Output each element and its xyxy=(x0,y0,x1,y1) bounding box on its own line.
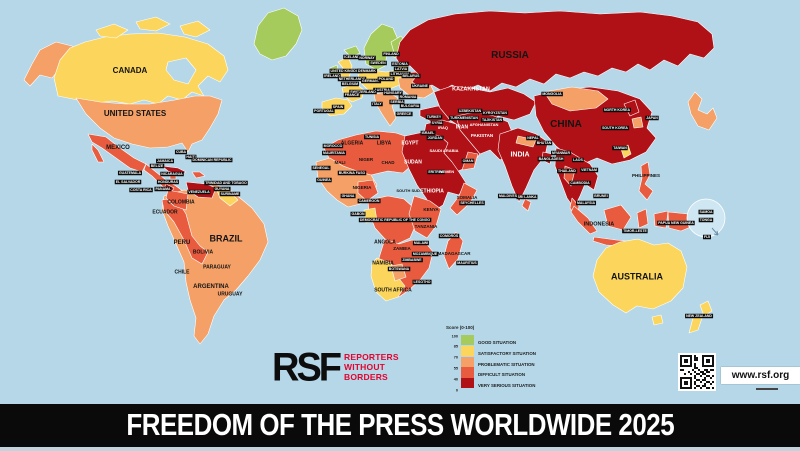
legend-tick: 85 xyxy=(453,344,458,349)
legend-swatch-problematic xyxy=(461,356,474,367)
inset-arrow-icon xyxy=(711,227,719,236)
region-arctic-islands xyxy=(135,16,171,32)
legend: Score (0-100) GOOD SITUATION SATISFACTORY… xyxy=(446,325,586,397)
region-ireland xyxy=(329,64,340,78)
hudson-bay xyxy=(165,57,197,85)
legend-swatch-difficult xyxy=(461,367,474,378)
region-philippines xyxy=(638,161,654,201)
region-nigeria xyxy=(357,179,379,202)
legend-label-very_serious: VERY SERIOUS SITUATION xyxy=(478,383,536,389)
region-colombia xyxy=(165,189,189,211)
region-tasmania xyxy=(651,314,664,326)
legend-tick: 100 xyxy=(451,334,458,338)
legend-swatch-satisfactory xyxy=(461,345,474,356)
rsf-logo-line2: WITHOUT BORDERS xyxy=(344,362,388,382)
rsf-logo-line1: REPORTERS xyxy=(344,352,399,363)
website-url[interactable]: www.rsf.org xyxy=(731,370,790,381)
legend-tick: 0 xyxy=(455,388,458,392)
region-east-africa xyxy=(408,195,442,239)
legend-swatch-good xyxy=(461,335,474,346)
region-new-zealand-north xyxy=(699,300,713,317)
region-india xyxy=(497,127,549,203)
region-south-korea xyxy=(631,116,644,129)
region-new-zealand-south xyxy=(688,314,704,334)
bottom-strip xyxy=(0,447,800,451)
region-united-kingdom xyxy=(337,56,353,79)
region-west-papua xyxy=(653,210,669,229)
region-arctic-islands xyxy=(95,23,129,39)
website-box[interactable]: www.rsf.org xyxy=(721,367,800,384)
region-gabon xyxy=(363,207,378,224)
region-arctic-islands xyxy=(179,20,211,38)
region-bangladesh xyxy=(541,151,553,165)
region-somalia xyxy=(449,182,478,216)
legend-tick: 70 xyxy=(453,355,458,360)
rsf-logo: RSF REPORTERS WITHOUT BORDERS xyxy=(272,344,422,392)
legend-label-good: GOOD SITUATION xyxy=(478,340,517,345)
region-russia xyxy=(395,10,715,92)
region-baja xyxy=(91,143,105,163)
region-madagascar xyxy=(443,231,464,270)
region-sri-lanka xyxy=(521,198,532,212)
region-iberia xyxy=(321,97,353,117)
region-hispaniola xyxy=(191,171,206,179)
region-sulawesi xyxy=(636,208,649,229)
qr-code-icon xyxy=(678,353,716,391)
region-united-states xyxy=(75,95,223,153)
region-greenland xyxy=(253,7,303,61)
region-iceland xyxy=(343,45,361,58)
legend-label-difficult: DIFFICULT SITUATION xyxy=(478,372,526,378)
legend-tick: 40 xyxy=(453,377,458,382)
legend-label-satisfactory: SATISFACTORY SITUATION xyxy=(478,350,536,356)
legend-swatch-very_serious xyxy=(461,378,474,389)
fine-print xyxy=(756,388,778,390)
rsf-logo-acronym: RSF xyxy=(272,345,342,391)
region-australia xyxy=(592,238,688,314)
region-jamaica xyxy=(169,175,177,180)
region-sumatra xyxy=(570,205,598,235)
rsf-logo-text: REPORTERS WITHOUT BORDERS xyxy=(344,353,422,382)
region-japan xyxy=(687,91,718,131)
legend-label-problematic: PROBLEMATIC SITUATION xyxy=(478,361,535,367)
title-bar: FREEDOM OF THE PRESS WORLDWIDE 2025 xyxy=(0,404,800,447)
pacific-inset-bubble xyxy=(686,198,726,238)
region-borneo xyxy=(603,204,632,231)
region-cuba xyxy=(161,165,187,176)
region-canada xyxy=(53,32,229,105)
legend-tick: 55 xyxy=(453,366,458,371)
region-andes xyxy=(161,197,209,265)
legend-title: Score (0-100) xyxy=(446,325,475,330)
poster-title: FREEDOM OF THE PRESS WORLDWIDE 2025 xyxy=(126,408,674,442)
region-balkans-italy xyxy=(373,91,399,127)
